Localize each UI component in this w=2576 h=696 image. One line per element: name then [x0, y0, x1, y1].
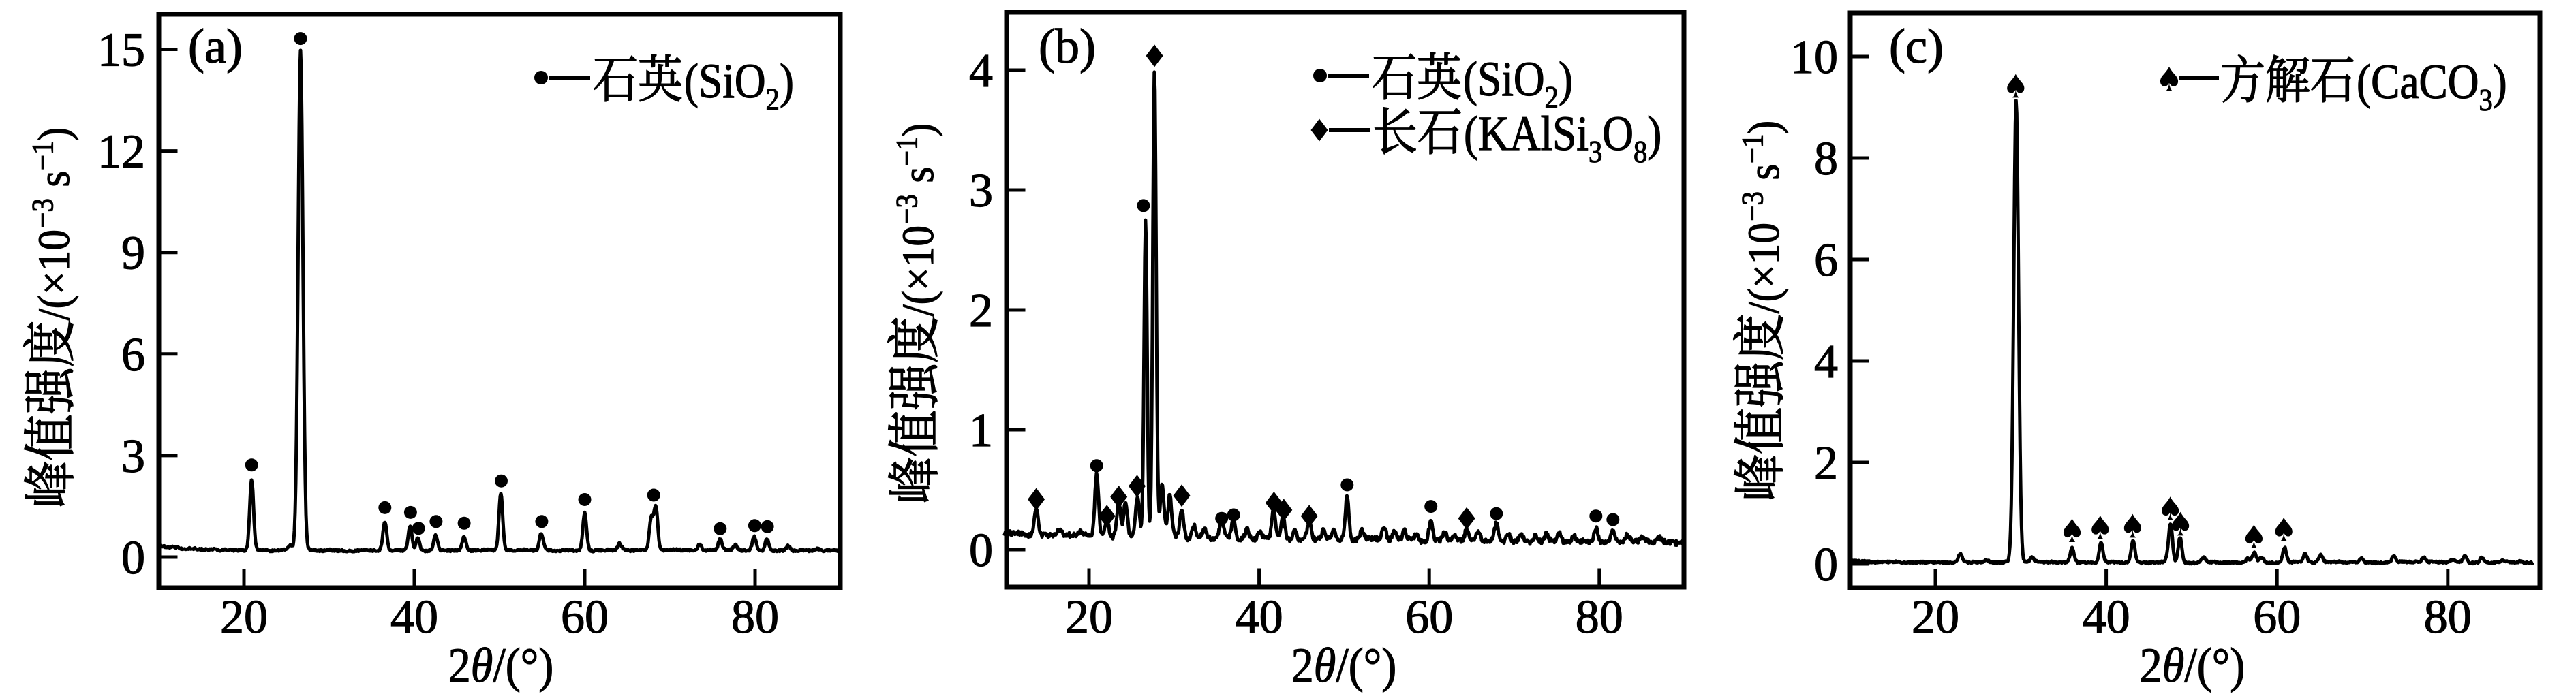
- svg-text:(CaCO3): (CaCO3): [2357, 54, 2507, 117]
- svg-text:): ): [893, 123, 943, 137]
- svg-text:−1: −1: [891, 136, 924, 166]
- svg-text:4: 4: [969, 45, 993, 97]
- svg-text:60: 60: [1405, 591, 1453, 644]
- svg-text:20: 20: [1065, 591, 1113, 644]
- svg-text:(SiO2): (SiO2): [1463, 52, 1573, 114]
- svg-text:3: 3: [121, 430, 145, 483]
- svg-text:s: s: [1738, 164, 1789, 191]
- svg-text:(SiO2): (SiO2): [684, 54, 794, 116]
- svg-text:−3: −3: [27, 198, 60, 228]
- svg-text:80: 80: [731, 591, 779, 644]
- svg-text:2θ/(°): 2θ/(°): [448, 637, 554, 692]
- svg-text:9: 9: [121, 227, 145, 280]
- svg-text:s: s: [893, 167, 943, 193]
- svg-text:8: 8: [1814, 133, 1838, 185]
- svg-text:80: 80: [2424, 591, 2472, 644]
- svg-text:0: 0: [1814, 539, 1838, 591]
- svg-text:10: 10: [1790, 31, 1838, 84]
- svg-text:/(×10: /(×10: [893, 225, 943, 316]
- svg-text:40: 40: [390, 591, 438, 644]
- svg-text:−3: −3: [1736, 191, 1770, 221]
- svg-text:4: 4: [1814, 336, 1838, 388]
- svg-text:20: 20: [1912, 591, 1959, 644]
- svg-text:2: 2: [1814, 437, 1838, 490]
- svg-text:2: 2: [969, 285, 993, 337]
- svg-text:15: 15: [97, 25, 145, 77]
- svg-text:0: 0: [969, 524, 993, 577]
- svg-text:−3: −3: [891, 194, 924, 224]
- svg-text:/(×10: /(×10: [29, 230, 79, 320]
- svg-text:3: 3: [969, 165, 993, 217]
- svg-text:(b): (b): [1039, 19, 1096, 74]
- svg-text:60: 60: [2253, 591, 2301, 644]
- svg-text:): ): [29, 127, 79, 141]
- svg-text:2θ/(°): 2θ/(°): [1291, 637, 1397, 692]
- svg-text:20: 20: [220, 591, 268, 644]
- svg-text:0: 0: [121, 532, 145, 584]
- svg-text:2θ/(°): 2θ/(°): [2140, 637, 2245, 692]
- svg-text:12: 12: [97, 126, 145, 178]
- svg-text:(c): (c): [1889, 19, 1944, 74]
- svg-text:40: 40: [2083, 591, 2130, 644]
- svg-text:−1: −1: [27, 140, 60, 170]
- svg-text:6: 6: [1814, 234, 1838, 287]
- svg-text:80: 80: [1576, 591, 1623, 644]
- svg-text:1: 1: [969, 405, 993, 457]
- svg-text:(a): (a): [188, 19, 243, 74]
- svg-text:6: 6: [121, 329, 145, 381]
- svg-text:40: 40: [1236, 591, 1283, 644]
- svg-text:(KAlSi3O8): (KAlSi3O8): [1464, 106, 1661, 169]
- svg-text:): ): [1738, 121, 1789, 134]
- svg-text:s: s: [29, 171, 79, 197]
- svg-text:/(×10: /(×10: [1738, 223, 1789, 313]
- svg-text:60: 60: [561, 591, 609, 644]
- svg-text:−1: −1: [1736, 133, 1770, 163]
